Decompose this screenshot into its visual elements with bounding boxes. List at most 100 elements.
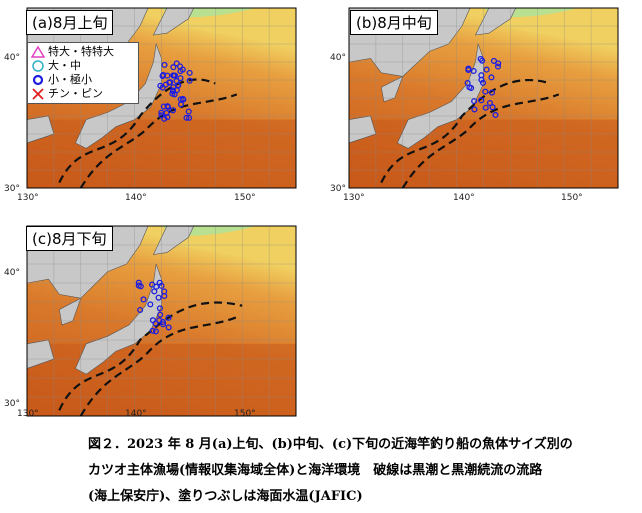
kuroshio-extension-path (79, 316, 238, 416)
catch-point (186, 77, 193, 84)
japan-hokkaido (152, 226, 195, 255)
map-frame (26, 225, 297, 417)
map-body (27, 226, 296, 416)
catch-point (479, 79, 487, 86)
catch-point (478, 76, 485, 83)
lon-tick-150-b: 150° (561, 193, 583, 203)
korean-peninsula (58, 297, 82, 326)
catch-point (471, 98, 478, 105)
catch-point (137, 306, 144, 314)
panel-title-c: (c)8月下旬 (26, 226, 113, 251)
circle-icon (32, 74, 44, 86)
catch-point (155, 294, 162, 301)
catch-point (186, 69, 193, 76)
catch-point (177, 75, 184, 82)
map-body (349, 8, 618, 188)
catch-point (465, 66, 472, 73)
catch-point (489, 104, 496, 111)
catch-point (486, 99, 493, 107)
lon-tick-130-c: 130° (17, 409, 39, 419)
kuroshio-path (380, 78, 552, 184)
caption-line-3: (海上保安庁)、塗りつぶしは海面水温(JAFIC) (88, 489, 363, 504)
lon-tick-140-a: 140° (125, 193, 147, 203)
catch-point (482, 88, 489, 95)
lon-tick-140-c: 140° (125, 409, 147, 419)
lon-tick-150-a: 150° (234, 193, 256, 203)
legend-item-small: 小・極小 (31, 73, 135, 87)
catch-point (482, 104, 489, 111)
catch-point (152, 328, 159, 335)
lat-tick-30-b: 30° (330, 184, 346, 194)
catch-point (173, 60, 180, 67)
lon-tick-150-c: 150° (234, 409, 256, 419)
catch-point (156, 317, 163, 324)
catch-point (158, 282, 165, 289)
map-panel-a: (a)8月上旬 特大・特特大 大・中 小・極小 チン・ピン (0, 0, 310, 210)
lat-tick-40-a: 40° (4, 53, 20, 63)
catch-point (483, 66, 490, 73)
map-panel-c: (c)8月下旬 (0, 220, 310, 425)
lon-tick-140-b: 140° (453, 193, 475, 203)
catch-point (170, 72, 178, 79)
catch-point (492, 111, 499, 119)
catch-point (147, 301, 154, 308)
cross-icon (32, 88, 44, 100)
legend-item-large-medium: 大・中 (31, 59, 135, 73)
catch-point (183, 114, 190, 121)
japan-hokkaido (152, 8, 195, 36)
catch-point (149, 317, 156, 324)
catch-point (186, 114, 193, 121)
legend-item-tiny: チン・ピン (31, 87, 135, 101)
catch-point (160, 321, 167, 328)
map-panel-b: (b)8月中旬 (322, 0, 632, 210)
legend: 特大・特特大 大・中 小・極小 チン・ピン (27, 42, 139, 104)
circle-icon (32, 60, 44, 72)
kuroshio-extension-path (79, 93, 238, 188)
catch-point (179, 95, 186, 102)
catch-point (156, 305, 163, 312)
legend-label: 大・中 (48, 59, 81, 72)
catch-point (164, 103, 171, 110)
catch-point (466, 84, 473, 91)
catch-point (157, 311, 164, 318)
catch-point (161, 292, 168, 300)
catch-point (175, 82, 182, 89)
caption-line-1: 図２．2023 年 8 月(a)上旬、(b)中旬、(c)下旬の近海竿釣り船の魚体… (88, 437, 573, 452)
catch-point (165, 324, 172, 331)
korean-peninsula (380, 75, 404, 102)
catch-point (478, 97, 485, 104)
catch-point (488, 89, 496, 96)
catch-point (170, 84, 177, 91)
panel-title-b: (b)8月中旬 (350, 10, 438, 35)
catch-point (160, 103, 167, 110)
catch-point (169, 90, 176, 97)
map-body (27, 8, 296, 188)
catch-point (164, 114, 171, 121)
legend-label: 特大・特特大 (48, 45, 114, 58)
japan-hokkaido (474, 8, 517, 36)
triangle-icon (31, 45, 45, 58)
catch-point (488, 74, 495, 81)
lon-tick-130-b: 130° (343, 193, 365, 203)
catch-point (149, 327, 156, 334)
catch-point (164, 72, 171, 79)
catch-point (470, 67, 477, 75)
kuroshio-extension-path (401, 93, 560, 188)
catch-point (165, 314, 172, 321)
lon-tick-130-a: 130° (17, 193, 39, 203)
kuroshio-path (58, 78, 216, 184)
caption-line-2: カツオ主体漁場(情報収集海域全体)と海洋環境 破線は黒潮と黒潮続流の流路 (88, 463, 543, 478)
catch-point (140, 296, 147, 303)
kuroshio-path (58, 301, 243, 411)
map-frame (348, 7, 619, 189)
catch-point (185, 108, 192, 115)
catch-point (177, 101, 185, 108)
catch-point (495, 60, 502, 67)
catch-point (162, 81, 169, 88)
sst-map-a (26, 7, 297, 189)
catch-point (490, 57, 498, 64)
lat-tick-30-a: 30° (4, 184, 20, 194)
figure-caption: 図２．2023 年 8 月(a)上旬、(b)中旬、(c)下旬の近海竿釣り船の魚体… (88, 432, 608, 510)
legend-label: 小・極小 (48, 73, 92, 86)
catch-point (179, 66, 186, 73)
